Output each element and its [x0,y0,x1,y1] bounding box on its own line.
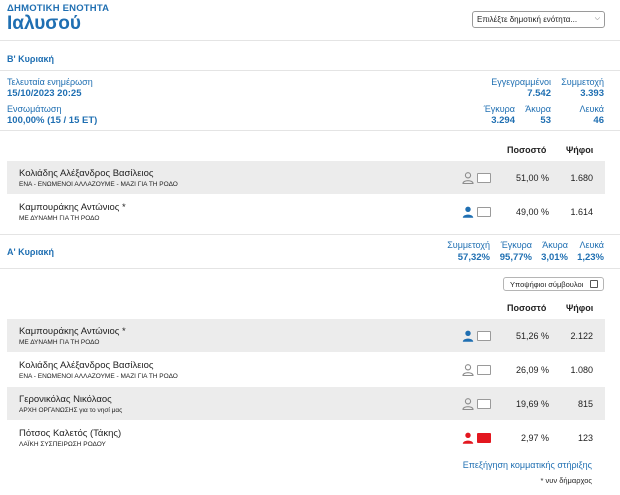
candidate-party: ΑΡΧΗ ΟΡΓΑΝΩΣΗΣ για το νησί μας [19,407,123,414]
table-row: Γερονικόλας Νικόλαος ΑΡΧΗ ΟΡΓΑΝΩΣΗΣ για … [7,387,605,420]
candidate-votes: 815 [577,399,593,409]
divider [0,40,620,41]
fr-invalid-label: Άκυρα [542,240,568,250]
candidate-name: Κολιάδης Αλέξανδρος Βασίλειος [19,360,154,371]
fr-blank-value: 1,23% [577,252,604,263]
current-mayor-note: * νυν δήμαρχος [540,476,592,485]
party-color-swatch [477,331,491,341]
party-support-link[interactable]: Επεξήγηση κομματικής στήριξης [462,460,592,470]
candidate-percentage: 51,00 % [515,173,549,183]
candidate-party: ΕΝΑ - ΕΝΩΜΕΝΟΙ ΑΛΛΑΖΟΥΜΕ - ΜΑΖΙ ΓΙΑ ΤΗ Ρ… [19,373,178,380]
candidate-votes: 1.080 [570,365,593,375]
turnout-label: Συμμετοχή [561,77,604,87]
turnout-value: 3.393 [580,88,604,99]
candidate-percentage: 19,69 % [515,399,549,409]
integration-label: Ενσωμάτωση [7,104,62,114]
fr-blank-label: Λευκά [579,240,604,250]
candidate-party: ΜΕ ΔΥΝΑΜΗ ΓΙΑ ΤΗ ΡΟΔΟ [19,215,100,222]
candidate-name: Πότσος Καλετός (Τάκης) [19,428,122,439]
candidate-name: Γερονικόλας Νικόλαος [19,394,112,405]
registered-value: 7.542 [527,88,551,99]
blank-label: Λευκά [579,104,604,114]
person-blue-icon [462,206,474,218]
candidate-name: Καμπουράκης Αντώνιος * [19,202,126,213]
first-round-label: Α' Κυριακή [7,247,54,257]
registered-label: Εγγεγραμμένοι [491,77,551,87]
fr-turnout-label: Συμμετοχή [447,240,490,250]
fr-invalid-value: 3,01% [541,252,568,263]
divider [0,70,620,71]
party-color-swatch [477,433,491,443]
table-row: Πότσος Καλετός (Τάκης) ΛΑΪΚΗ ΣΥΣΠΕΙΡΩΣΗ … [7,421,605,454]
votes-column-header: Ψήφοι [566,145,594,155]
candidate-votes: 1.680 [570,173,593,183]
councillors-toggle-label: Υποψήφιοι σύμβουλοι [510,280,584,289]
table-row: Καμπουράκης Αντώνιος * ΜΕ ΔΥΝΑΜΗ ΓΙΑ ΤΗ … [7,319,605,352]
candidate-percentage: 51,26 % [515,331,549,341]
unit-select-value: Επιλέξτε δημοτική ενότητα... [477,15,578,24]
table-row: Κολιάδης Αλέξανδρος Βασίλειος ΕΝΑ - ΕΝΩΜ… [7,353,605,386]
chevron-down-icon: ⌵ [594,15,600,22]
candidate-votes: 1.614 [570,207,593,217]
fr-valid-value: 95,77% [499,252,532,263]
blank-value: 46 [593,115,604,126]
candidate-percentage: 2,97 % [520,433,549,443]
votes-column-header: Ψήφοι [566,303,594,313]
candidate-party: ΕΝΑ - ΕΝΩΜΕΝΟΙ ΑΛΛΑΖΟΥΜΕ - ΜΑΖΙ ΓΙΑ ΤΗ Ρ… [19,181,178,188]
fr-valid-label: Έγκυρα [500,240,532,250]
candidate-name: Καμπουράκης Αντώνιος * [19,326,126,337]
person-blue-icon [462,330,474,342]
person-grey-icon [462,172,474,184]
party-color-swatch [477,399,491,409]
party-color-swatch [477,207,491,217]
person-grey-icon [462,364,474,376]
candidate-name: Κολιάδης Αλέξανδρος Βασίλειος [19,168,154,179]
candidate-percentage: 26,09 % [515,365,549,375]
divider [0,234,620,235]
divider [0,130,620,131]
pct-column-header: Ποσοστό [507,145,547,155]
second-round-label: Β' Κυριακή [7,54,54,64]
area-subtitle: ΔΗΜΟΤΙΚΗ ΕΝΟΤΗΤΑ [7,3,110,14]
valid-value: 3.294 [491,115,515,126]
page-title: Ιαλυσού [7,13,81,34]
last-update-label: Τελευταία ενημέρωση [7,77,93,87]
unit-select[interactable]: Επιλέξτε δημοτική ενότητα... ⌵ [472,11,605,28]
fr-turnout-value: 57,32% [457,252,490,263]
candidate-votes: 123 [577,433,593,443]
pct-column-header: Ποσοστό [507,303,547,313]
candidate-votes: 2.122 [570,331,593,341]
candidate-percentage: 49,00 % [515,207,549,217]
last-update-value: 15/10/2023 20:25 [7,88,82,99]
table-row: Καμπουράκης Αντώνιος * ΜΕ ΔΥΝΑΜΗ ΓΙΑ ΤΗ … [7,195,605,228]
invalid-label: Άκυρα [525,104,551,114]
valid-label: Έγκυρα [483,104,515,114]
table-row: Κολιάδης Αλέξανδρος Βασίλειος ΕΝΑ - ΕΝΩΜ… [7,161,605,194]
person-red-icon [462,432,474,444]
person-grey-icon [462,398,474,410]
divider [0,268,620,269]
candidate-party: ΛΑΪΚΗ ΣΥΣΠΕΙΡΩΣΗ ΡΟΔΟΥ [19,441,106,448]
invalid-value: 53 [540,115,551,126]
party-color-swatch [477,365,491,375]
integration-value: 100,00% (15 / 15 ΕΤ) [7,115,98,126]
party-color-swatch [477,173,491,183]
councillors-checkbox[interactable] [590,280,598,288]
councillors-toggle[interactable]: Υποψήφιοι σύμβουλοι [503,277,604,291]
candidate-party: ΜΕ ΔΥΝΑΜΗ ΓΙΑ ΤΗ ΡΟΔΟ [19,339,100,346]
